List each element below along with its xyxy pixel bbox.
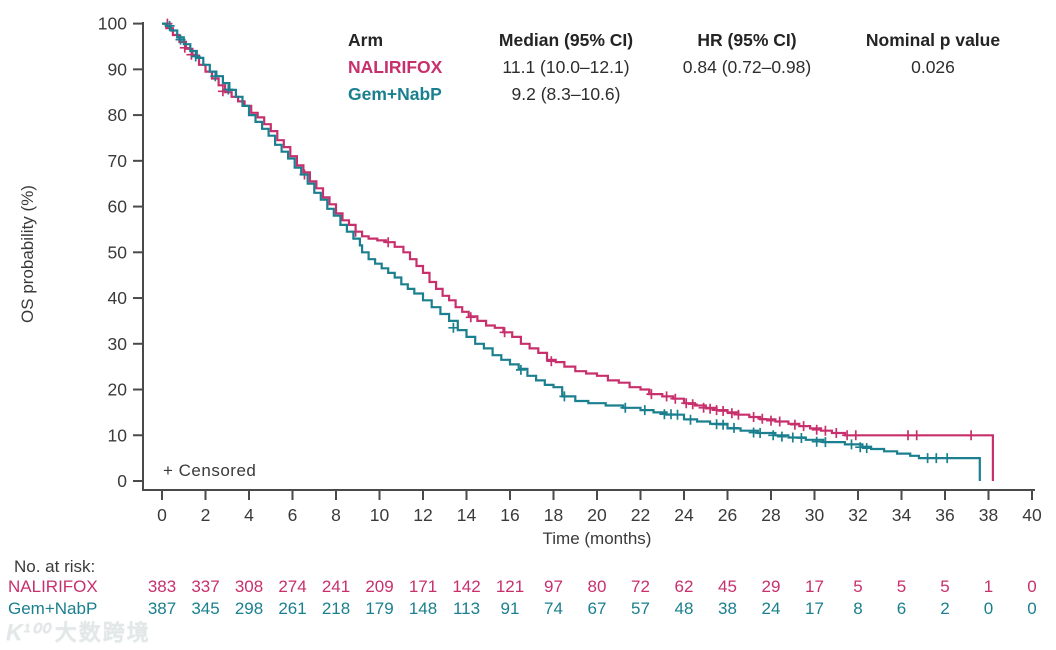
y-axis-label: OS probability (%) (18, 185, 37, 323)
risk-count: 62 (674, 577, 694, 596)
y-tick-label: 50 (108, 242, 128, 262)
risk-count: 209 (365, 577, 394, 596)
risk-count: 179 (365, 599, 394, 618)
risk-count: 218 (321, 599, 351, 618)
y-tick-label: 10 (108, 425, 128, 445)
y-tick-label: 90 (108, 59, 128, 79)
y-tick-label: 30 (108, 334, 128, 354)
y-tick-label: 80 (108, 105, 128, 125)
risk-count: 171 (408, 577, 438, 596)
stats-median-nalirifox: 11.1 (10.0–12.1) (502, 57, 630, 77)
x-axis-label: Time (months) (542, 529, 652, 548)
watermark-logo-icon: K¹⁰⁰ (6, 619, 49, 645)
risk-count: 67 (587, 599, 607, 618)
x-tick-label: 24 (674, 505, 694, 525)
risk-count: 8 (853, 599, 863, 618)
risk-count: 97 (544, 577, 563, 596)
x-tick-label: 10 (370, 505, 390, 525)
risk-count: 45 (718, 577, 737, 596)
risk-count: 48 (674, 599, 694, 618)
risk-table-title: No. at risk: (14, 557, 96, 576)
stats-median-gemnabp: 9.2 (8.3–10.6) (511, 84, 621, 104)
risk-count: 121 (495, 577, 525, 596)
legend-arm-gemnabp: Gem+NabP (348, 84, 442, 104)
stats-pvalue-nalirifox: 0.026 (911, 57, 955, 77)
stats-header-hr: HR (95% CI) (697, 30, 797, 50)
risk-count: 1 (983, 577, 994, 596)
x-tick-label: 36 (935, 505, 954, 525)
risk-count: 17 (805, 599, 824, 618)
risk-count: 5 (896, 577, 907, 596)
stats-header-arm: Arm (348, 30, 384, 50)
censored-legend-label: + Censored (163, 461, 257, 480)
x-tick-label: 6 (288, 505, 298, 525)
risk-count: 298 (234, 599, 264, 618)
risk-count: 72 (631, 577, 650, 596)
risk-count: 5 (853, 577, 863, 596)
stats-header-median: Median (95% CI) (498, 30, 634, 50)
risk-count: 24 (761, 599, 781, 618)
x-tick-label: 32 (848, 505, 867, 525)
x-tick-label: 12 (413, 505, 432, 525)
y-tick-label: 20 (108, 380, 128, 400)
watermark: K¹⁰⁰ 大数跨境 (6, 615, 151, 647)
x-tick-label: 4 (244, 505, 254, 525)
risk-count: 0 (1027, 577, 1037, 596)
risk-count: 241 (321, 577, 351, 596)
x-tick-label: 0 (157, 505, 167, 525)
risk-count: 113 (452, 599, 481, 618)
x-tick-label: 16 (500, 505, 519, 525)
risk-count: 5 (940, 577, 950, 596)
y-tick-label: 40 (108, 288, 128, 308)
censor-marks-gem-nabp (164, 20, 953, 464)
risk-count: 91 (500, 599, 520, 618)
y-tick-label: 0 (117, 471, 127, 491)
y-tick-label: 70 (108, 151, 128, 171)
curve-nalirifox (162, 22, 994, 481)
risk-row-label-nalirifox: NALIRIFOX (8, 577, 98, 596)
risk-count: 17 (805, 577, 824, 596)
y-tick-label: 100 (98, 14, 127, 34)
x-tick-label: 22 (631, 505, 650, 525)
risk-count: 57 (631, 599, 650, 618)
risk-count: 80 (587, 577, 607, 596)
x-tick-label: 26 (718, 505, 737, 525)
risk-count: 148 (408, 599, 438, 618)
risk-count: 0 (1027, 599, 1037, 618)
risk-row-label-gemnabp: Gem+NabP (8, 599, 98, 618)
risk-count: 337 (191, 577, 220, 596)
axes (142, 22, 1035, 491)
risk-count: 29 (761, 577, 781, 596)
risk-count: 6 (896, 599, 907, 618)
risk-count: 0 (983, 599, 994, 618)
legend-arm-nalirifox: NALIRIFOX (348, 57, 443, 77)
risk-count: 2 (940, 599, 950, 618)
x-tick-label: 34 (892, 505, 912, 525)
x-tick-label: 14 (457, 505, 477, 525)
stats-hr-nalirifox: 0.84 (0.72–0.98) (682, 57, 812, 77)
x-tick-label: 28 (761, 505, 780, 525)
risk-count: 387 (147, 599, 177, 618)
y-tick-label: 60 (108, 197, 128, 217)
x-tick-label: 2 (201, 505, 211, 525)
risk-count: 383 (147, 577, 177, 596)
risk-count: 345 (191, 599, 220, 618)
watermark-text: 大数跨境 (54, 620, 151, 645)
x-tick-label: 8 (331, 505, 341, 525)
risk-count: 74 (544, 599, 563, 618)
risk-count: 38 (718, 599, 737, 618)
censor-marks-nalirifox (162, 18, 977, 441)
risk-count: 261 (278, 599, 307, 618)
stats-header-pvalue: Nominal p value (865, 30, 1001, 50)
x-tick-label: 30 (805, 505, 825, 525)
x-tick-label: 18 (544, 505, 563, 525)
risk-count: 274 (278, 577, 307, 596)
risk-count: 308 (234, 577, 264, 596)
risk-count: 142 (452, 577, 481, 596)
x-tick-label: 38 (979, 505, 998, 525)
x-tick-label: 20 (587, 505, 607, 525)
x-tick-label: 40 (1022, 505, 1042, 525)
